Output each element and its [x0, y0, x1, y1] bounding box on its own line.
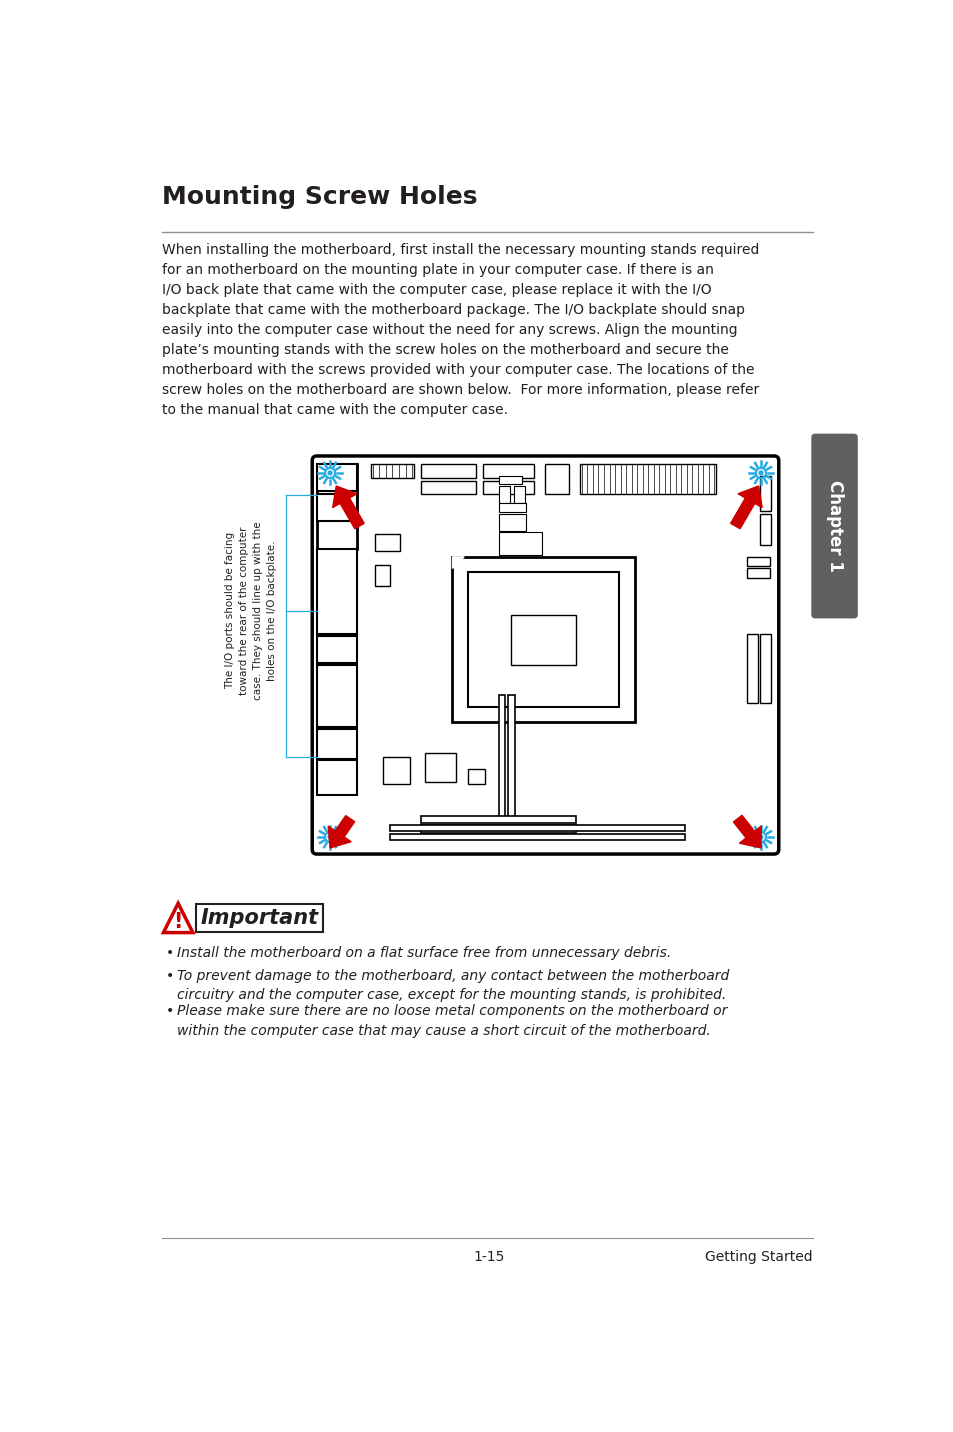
Polygon shape: [333, 485, 356, 507]
Bar: [421, 825, 576, 832]
Bar: [390, 833, 684, 841]
Bar: [483, 464, 534, 478]
Text: The I/O ports should be facing
toward the rear of the computer
case. They should: The I/O ports should be facing toward th…: [225, 521, 276, 700]
Text: When installing the motherboard, first install the necessary mounting stands req: When installing the motherboard, first i…: [162, 242, 759, 417]
Bar: [545, 464, 568, 494]
Bar: [316, 760, 356, 795]
Bar: [498, 533, 541, 556]
Bar: [760, 475, 770, 511]
Bar: [760, 514, 770, 546]
Bar: [316, 666, 356, 727]
Bar: [375, 564, 390, 586]
Polygon shape: [733, 815, 754, 838]
Polygon shape: [739, 826, 760, 848]
Text: To prevent damage to the motherboard, any contact between the motherboard
circui: To prevent damage to the motherboard, an…: [177, 969, 729, 1002]
Text: Please make sure there are no loose metal components on the motherboard or
withi: Please make sure there are no loose meta…: [177, 1004, 727, 1038]
Polygon shape: [730, 498, 754, 528]
Text: Mounting Screw Holes: Mounting Screw Holes: [162, 185, 476, 209]
Bar: [468, 769, 484, 783]
Bar: [371, 464, 414, 478]
Bar: [316, 494, 356, 521]
Text: •: •: [166, 969, 173, 982]
Bar: [746, 634, 757, 703]
Polygon shape: [335, 816, 355, 836]
Text: Getting Started: Getting Started: [704, 1250, 812, 1264]
Bar: [316, 464, 356, 548]
Bar: [746, 557, 769, 566]
Bar: [421, 481, 476, 494]
Bar: [746, 569, 769, 577]
Bar: [498, 485, 509, 503]
Bar: [425, 753, 456, 782]
Polygon shape: [738, 485, 761, 507]
Bar: [498, 696, 505, 819]
Text: Install the motherboard on a flat surface free from unnecessary debris.: Install the motherboard on a flat surfac…: [177, 947, 671, 961]
Bar: [498, 503, 525, 513]
Polygon shape: [328, 826, 351, 848]
Polygon shape: [452, 557, 464, 569]
Bar: [421, 464, 476, 478]
Bar: [510, 614, 576, 664]
Bar: [316, 729, 356, 759]
Text: Chapter 1: Chapter 1: [824, 480, 842, 571]
Bar: [316, 548, 356, 634]
Text: Important: Important: [200, 908, 318, 928]
Polygon shape: [163, 904, 193, 932]
FancyBboxPatch shape: [810, 434, 857, 619]
Circle shape: [759, 471, 762, 475]
Text: •: •: [166, 1004, 173, 1018]
Bar: [508, 696, 514, 819]
Bar: [579, 464, 716, 494]
Bar: [498, 514, 525, 531]
Bar: [390, 825, 684, 831]
Bar: [452, 557, 634, 722]
Bar: [498, 475, 521, 484]
Bar: [760, 634, 770, 703]
FancyBboxPatch shape: [312, 455, 778, 853]
Bar: [483, 481, 534, 494]
Text: !: !: [173, 912, 183, 932]
Bar: [375, 534, 399, 551]
Text: •: •: [166, 947, 173, 961]
Circle shape: [759, 835, 762, 839]
Bar: [382, 758, 410, 783]
Bar: [316, 464, 356, 491]
Bar: [514, 485, 525, 503]
Circle shape: [328, 835, 332, 839]
Polygon shape: [339, 498, 364, 528]
Bar: [468, 573, 618, 707]
Bar: [316, 636, 356, 663]
Bar: [421, 816, 576, 823]
Text: 1-15: 1-15: [473, 1250, 504, 1264]
Circle shape: [328, 471, 332, 475]
